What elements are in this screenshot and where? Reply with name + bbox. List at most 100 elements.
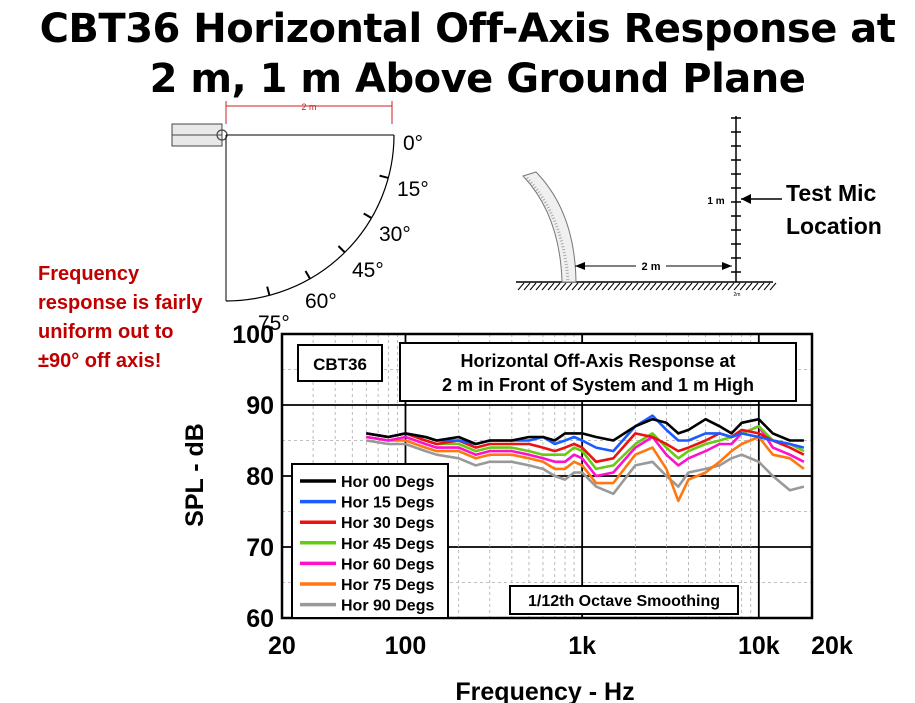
ground-hatching xyxy=(517,282,777,291)
hatch-mark xyxy=(541,282,549,291)
hatch-mark xyxy=(583,282,591,291)
x-tick-labels: 20 100 1k 10k 20k xyxy=(268,632,853,660)
hatch-mark xyxy=(715,282,723,291)
series-line-hor-15-degs xyxy=(366,414,805,453)
hatch-mark xyxy=(553,282,561,291)
response-chart: 60 70 80 90 100 20 100 1k 10k 20k Frequency - Hz… xyxy=(181,321,853,703)
hatch-mark xyxy=(571,282,579,291)
hatch-mark xyxy=(691,282,699,291)
hatch-mark xyxy=(649,282,657,291)
hatch-mark xyxy=(619,282,627,291)
mic-label-line-2: Location xyxy=(786,213,882,239)
legend-label: Hor 60 Degs xyxy=(341,556,434,573)
legend-label: Hor 45 Degs xyxy=(341,536,434,553)
hatch-mark xyxy=(769,282,777,291)
chart-title: Horizontal Off-Axis Response at xyxy=(460,351,735,371)
distance-label-bg xyxy=(636,259,666,273)
distance-arrow-left xyxy=(575,262,585,270)
angle-tick-30 xyxy=(363,212,372,219)
y-tick-label: 70 xyxy=(246,534,274,562)
angle-tick-15 xyxy=(379,174,389,179)
chart-title-box xyxy=(399,342,797,402)
angle-label-0: 0° xyxy=(403,132,423,155)
hatch-mark xyxy=(637,282,645,291)
mic-pointer-arrowhead xyxy=(741,194,751,204)
legend-box xyxy=(291,463,449,619)
hatch-mark xyxy=(625,282,633,291)
hatch-mark xyxy=(655,282,663,291)
hatch-mark xyxy=(523,282,531,291)
chart-subtitle: 2 m in Front of System and 1 m High xyxy=(442,375,754,395)
angle-label-30: 30° xyxy=(379,223,411,246)
hatch-mark xyxy=(661,282,669,291)
base-label: 2m xyxy=(734,292,741,298)
chart-badge: CBT36 xyxy=(313,355,367,374)
x-tick-label: 10k xyxy=(738,632,780,660)
side-view-diagram: 2 m 1 m Test Mic Location 2m xyxy=(516,116,882,298)
legend-label: Hor 00 Degs xyxy=(341,474,434,491)
hatch-mark xyxy=(763,282,771,291)
hatch-mark xyxy=(631,282,639,291)
series-line-hor-90-degs xyxy=(366,439,805,496)
hatch-mark xyxy=(733,282,741,291)
hatch-mark xyxy=(589,282,597,291)
hatch-mark xyxy=(739,282,747,291)
hatch-mark xyxy=(745,282,753,291)
hatch-mark xyxy=(673,282,681,291)
hatch-mark xyxy=(703,282,711,291)
angle-tick-75 xyxy=(266,286,271,296)
x-tick-label: 1k xyxy=(568,632,596,660)
angle-tick-60 xyxy=(304,270,311,280)
mic-label-line-1: Test Mic xyxy=(786,180,877,206)
y-tick-label: 90 xyxy=(246,392,274,420)
smoothing-note: 1/12th Octave Smoothing xyxy=(528,593,720,610)
y-tick-label: 100 xyxy=(232,321,274,349)
hatch-mark xyxy=(607,282,615,291)
x-tick-label: 100 xyxy=(385,632,427,660)
hatch-mark xyxy=(697,282,705,291)
x-tick-label: 20 xyxy=(268,632,296,660)
hatch-mark xyxy=(595,282,603,291)
side-note: Frequency response is fairly uniform out… xyxy=(38,263,203,372)
y-tick-label: 80 xyxy=(246,463,274,491)
series-line-hor-00-degs xyxy=(366,417,804,446)
angle-ticks xyxy=(266,174,389,296)
chart-badge-box xyxy=(297,344,383,382)
distance-arrow-right xyxy=(722,262,732,270)
speaker-driver-array xyxy=(525,176,570,281)
hatch-mark xyxy=(559,282,567,291)
hatch-mark xyxy=(601,282,609,291)
hatch-mark xyxy=(757,282,765,291)
data-curves xyxy=(366,414,805,503)
dimension-label: 2 m xyxy=(301,102,316,112)
hatch-mark xyxy=(685,282,693,291)
y-tick-label: 60 xyxy=(246,605,274,633)
series-line-hor-60-degs xyxy=(366,424,805,478)
legend-label: Hor 75 Degs xyxy=(341,577,434,594)
hatch-mark xyxy=(535,282,543,291)
x-tick-label: 20k xyxy=(811,632,853,660)
legend-label: Hor 90 Degs xyxy=(341,598,434,615)
top-view-diagram: 2 m 0° 15° 30° 45° 60° 75° xyxy=(171,101,429,335)
slide-title-line-1: CBT36 Horizontal Off-Axis Response at xyxy=(39,6,896,52)
angle-label-75: 75° xyxy=(258,312,290,335)
angle-label-15: 15° xyxy=(397,178,429,201)
angle-tick-45 xyxy=(337,245,346,254)
legend-label: Hor 30 Degs xyxy=(341,515,434,532)
hatch-mark xyxy=(529,282,537,291)
hatch-mark xyxy=(643,282,651,291)
hatch-mark xyxy=(667,282,675,291)
height-label: 1 m xyxy=(707,196,724,207)
angle-label-45: 45° xyxy=(352,259,384,282)
hatch-mark xyxy=(565,282,573,291)
plot-frame xyxy=(280,332,814,620)
hatch-mark xyxy=(547,282,555,291)
hatch-mark xyxy=(709,282,717,291)
slide-title-line-2: 2 m, 1 m Above Ground Plane xyxy=(149,56,806,102)
hatch-mark xyxy=(751,282,759,291)
distance-label: 2 m xyxy=(642,261,661,273)
x-axis-label: Frequency - Hz xyxy=(455,678,634,703)
hatch-mark xyxy=(517,282,525,291)
legend-label: Hor 15 Degs xyxy=(341,495,434,512)
